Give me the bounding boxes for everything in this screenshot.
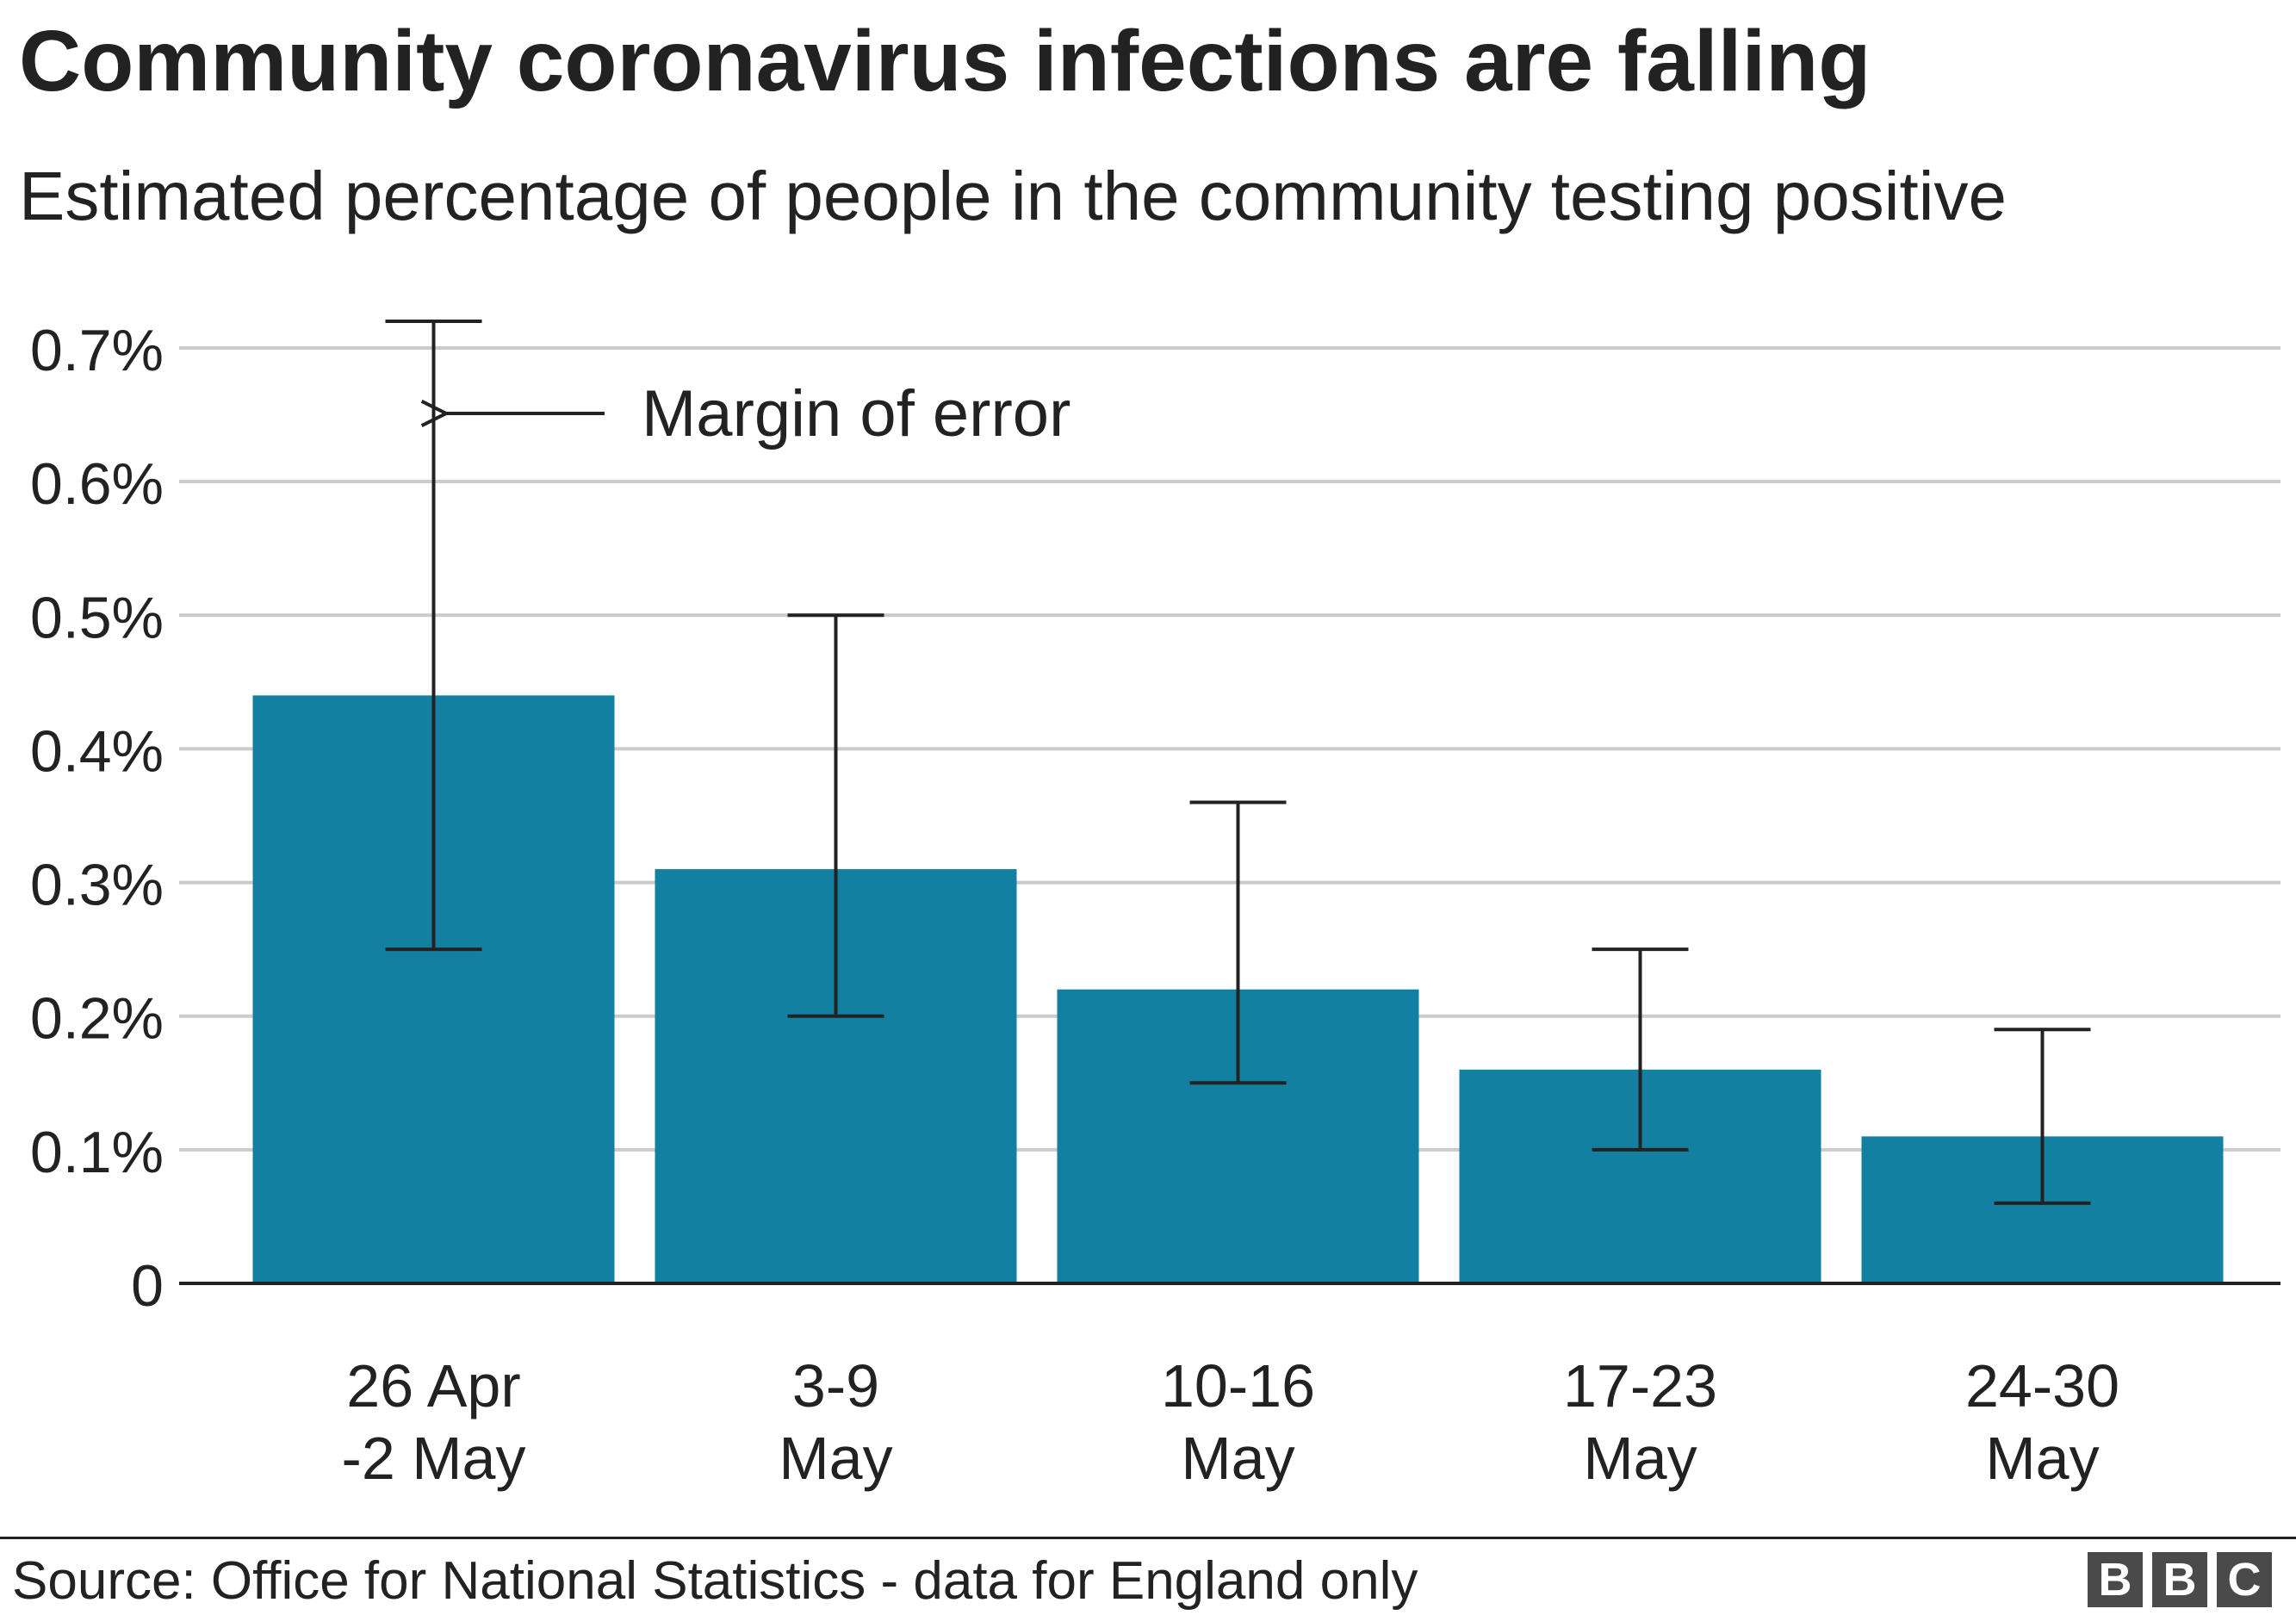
x-tick-label: 17-23 May (1563, 1352, 1717, 1492)
chart-title: Community coronavirus infections are fal… (19, 13, 1871, 109)
bbc-logo-letter: B (2088, 1552, 2143, 1607)
y-tick-label: 0.2% (30, 986, 164, 1052)
bbc-logo-letter: B (2152, 1552, 2207, 1607)
y-tick-label: 0.6% (30, 451, 164, 517)
y-tick-label: 0.1% (30, 1120, 164, 1185)
bbc-logo: B B C (2088, 1552, 2272, 1607)
bbc-logo-letter: C (2217, 1552, 2272, 1607)
y-tick-label: 0.4% (30, 718, 164, 784)
x-tick-label: 24-30 May (1965, 1352, 2119, 1492)
x-tick-label: 26 Apr -2 May (342, 1352, 526, 1492)
y-tick-label: 0 (131, 1253, 164, 1319)
footer-divider (0, 1537, 2296, 1539)
x-tick-label: 3-9 May (779, 1352, 892, 1492)
source-note: Source: Office for National Statistics -… (12, 1551, 1418, 1611)
bar-chart: 0 0.1% 0.2% 0.3% 0.4% 0.5% 0.6% 0.7% 26 Apr -2 Ma… (30, 318, 2280, 1492)
x-tick-label: 10-16 May (1161, 1352, 1315, 1492)
annotation-label: Margin of error (642, 377, 1070, 450)
y-tick-label: 0.3% (30, 853, 164, 918)
chart-subtitle: Estimated percentage of people in the co… (19, 158, 2007, 234)
y-tick-label: 0.5% (30, 585, 164, 650)
y-tick-label: 0.7% (30, 318, 164, 383)
